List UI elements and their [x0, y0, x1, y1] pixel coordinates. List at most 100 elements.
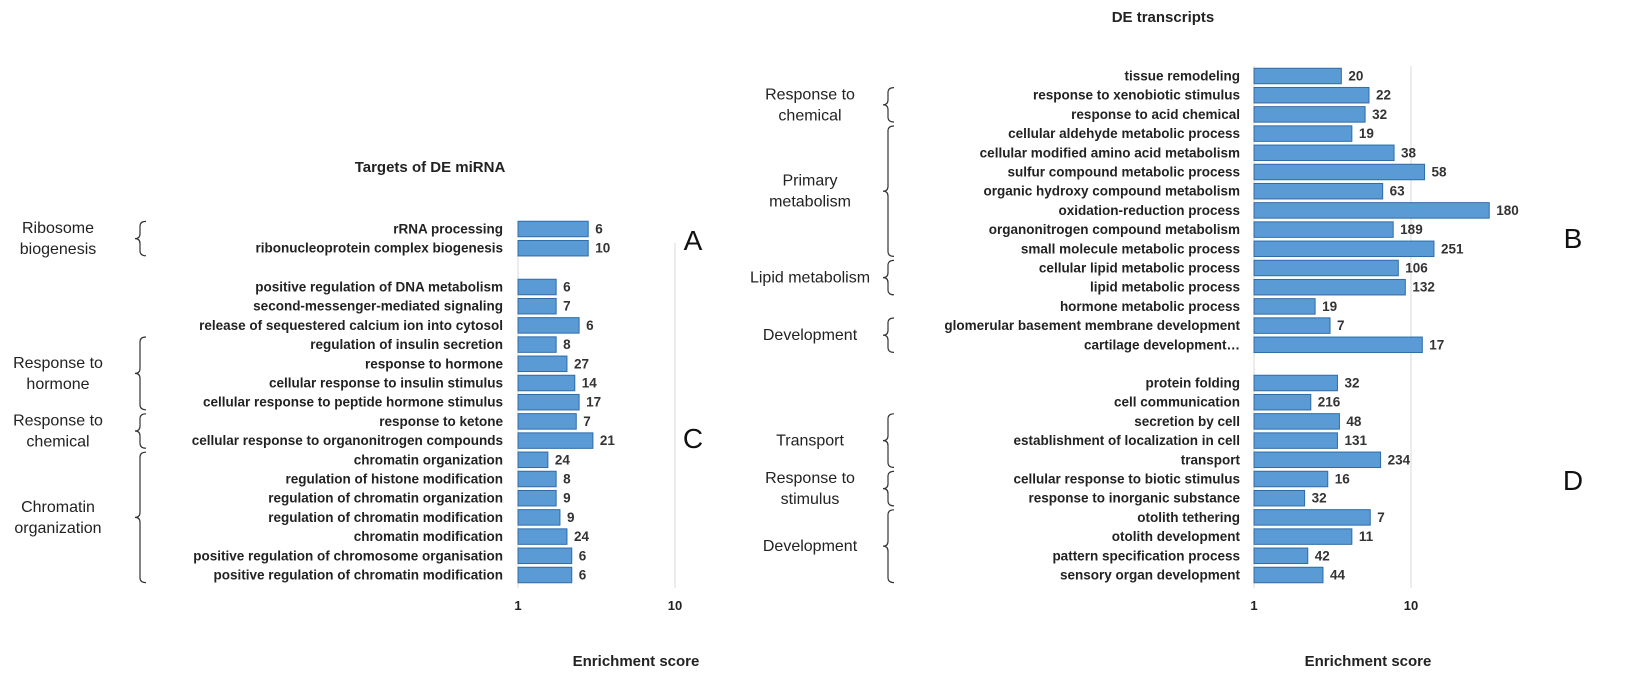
group-label: Development [763, 538, 858, 555]
bar [1253, 509, 1371, 526]
panel-label: B [1564, 223, 1583, 254]
bar [1253, 221, 1394, 238]
bar [1253, 470, 1329, 488]
group-brace [882, 470, 895, 507]
data-label: 32 [1344, 376, 1359, 391]
group-label: Response to [13, 413, 103, 430]
data-label: 7 [1377, 510, 1385, 525]
x-tick-label: 1 [514, 598, 521, 613]
category-label: oxidation-reduction process [1058, 203, 1240, 218]
panel-label: D [1563, 465, 1583, 496]
bar [1253, 202, 1490, 219]
data-label: 11 [1359, 529, 1374, 544]
group-brace [134, 451, 147, 584]
x-axis-label: Enrichment score [1305, 653, 1432, 670]
data-label: 10 [595, 241, 610, 256]
data-label: 6 [563, 280, 571, 295]
category-label: response to ketone [379, 414, 503, 429]
chart-title: DE transcripts [1112, 9, 1215, 26]
group-label: Primary [782, 173, 837, 190]
category-label: regulation of histone modification [286, 472, 504, 487]
category-label: cellular response to biotic stimulus [1013, 472, 1240, 487]
data-label: 7 [583, 414, 591, 429]
category-label: response to xenobiotic stimulus [1033, 88, 1240, 103]
data-label: 7 [1337, 318, 1345, 333]
data-label: 38 [1401, 145, 1417, 160]
bar [1253, 413, 1340, 430]
group-label: hormone [26, 376, 89, 393]
group-label: metabolism [769, 194, 851, 211]
x-tick-label: 10 [668, 598, 682, 613]
data-label: 8 [563, 337, 571, 352]
category-label: chromatin organization [354, 452, 503, 467]
category-label: release of sequestered calcium ion into … [199, 318, 503, 333]
group-label: Chromatin [21, 499, 95, 516]
bar [1253, 240, 1435, 258]
data-label: 14 [582, 376, 598, 391]
bar [517, 470, 557, 488]
bar [1253, 528, 1353, 545]
panel-label: A [684, 225, 703, 256]
category-label: regulation of insulin secretion [310, 337, 503, 352]
group-label: Ribosome [22, 220, 94, 237]
bar [1253, 336, 1423, 354]
bar [1253, 432, 1338, 449]
category-label: regulation of chromatin modification [268, 510, 503, 525]
bar [1253, 374, 1338, 392]
category-label: cellular lipid metabolic process [1039, 261, 1240, 276]
data-label: 32 [1372, 107, 1387, 122]
data-label: 19 [1359, 126, 1374, 141]
bar [1253, 317, 1331, 334]
category-label: positive regulation of chromosome organi… [193, 548, 503, 563]
category-label: establishment of localization in cell [1013, 433, 1240, 448]
category-label: cell communication [1114, 395, 1240, 410]
group-label: biogenesis [20, 241, 97, 258]
category-label: small molecule metabolic process [1021, 241, 1240, 256]
category-label: cellular response to organonitrogen comp… [192, 433, 503, 448]
bar [517, 432, 594, 449]
category-label: cellular response to insulin stimulus [269, 376, 503, 391]
bar [517, 413, 577, 430]
data-label: 251 [1441, 241, 1464, 256]
group-brace [134, 336, 147, 411]
data-label: 8 [563, 472, 571, 487]
bar [1253, 547, 1309, 565]
bar [1253, 67, 1342, 85]
category-label: chromatin modification [354, 529, 503, 544]
category-label: otolith development [1112, 529, 1241, 544]
data-label: 24 [555, 452, 571, 467]
category-label: glomerular basement membrane development [944, 318, 1240, 333]
category-label: organonitrogen compound metabolism [989, 222, 1240, 237]
bar [517, 528, 568, 545]
data-label: 42 [1315, 548, 1330, 563]
group-label: chemical [26, 434, 89, 451]
group-brace [882, 413, 895, 468]
data-label: 16 [1335, 472, 1351, 487]
bar [517, 374, 576, 392]
category-label: rRNA processing [393, 222, 503, 237]
bar [1253, 298, 1316, 315]
data-label: 106 [1405, 261, 1428, 276]
bar [1253, 182, 1384, 200]
data-label: 63 [1390, 184, 1406, 199]
group-label: Response to [13, 355, 103, 372]
data-label: 9 [563, 491, 571, 506]
data-label: 17 [586, 395, 601, 410]
data-label: 131 [1344, 433, 1367, 448]
bar [517, 547, 573, 565]
category-label: sensory organ development [1060, 568, 1241, 583]
data-label: 6 [579, 548, 587, 563]
data-label: 132 [1412, 280, 1435, 295]
data-label: 44 [1330, 568, 1346, 583]
data-label: 19 [1322, 299, 1337, 314]
category-label: cellular modified amino acid metabolism [980, 145, 1240, 160]
data-label: 58 [1432, 165, 1448, 180]
bar [1253, 86, 1370, 104]
data-label: 180 [1496, 203, 1519, 218]
data-label: 7 [563, 299, 571, 314]
bar [517, 336, 557, 353]
category-label: second-messenger-mediated signaling [253, 299, 503, 314]
x-tick-label: 1 [1250, 598, 1257, 613]
bar [1253, 106, 1366, 123]
